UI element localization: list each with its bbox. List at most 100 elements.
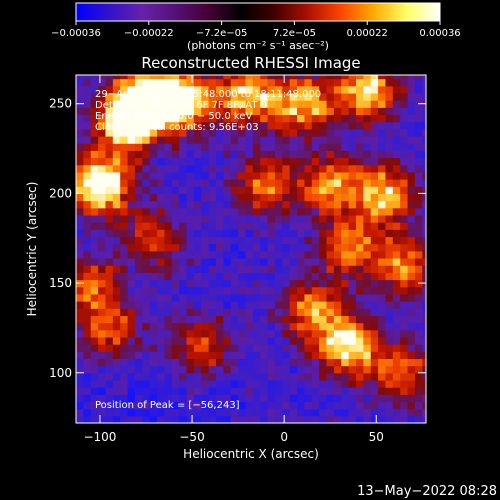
heatmap-cell [179, 179, 188, 187]
heatmap-cell [348, 329, 357, 338]
heatmap-cell [297, 358, 306, 367]
heatmap-cell [252, 236, 261, 245]
heatmap-cell [216, 415, 224, 423]
heatmap-cell [238, 114, 247, 123]
heatmap-cell [105, 179, 114, 187]
heatmap-cell [414, 293, 423, 302]
heatmap-cell [112, 336, 121, 345]
heatmap-cell [216, 200, 224, 209]
heatmap-cell [208, 415, 217, 423]
heatmap-cell [304, 236, 313, 245]
heatmap-cell [142, 100, 151, 108]
heatmap-cell [311, 121, 320, 130]
heatmap-cell [142, 379, 151, 388]
heatmap-cell [120, 265, 129, 273]
heatmap-image [76, 75, 426, 423]
heatmap-cell [407, 336, 416, 345]
heatmap-cell [120, 329, 129, 338]
heatmap-cell [400, 186, 409, 194]
heatmap-cell [90, 229, 99, 238]
heatmap-cell [267, 308, 276, 316]
heatmap-cell [238, 157, 247, 166]
heatmap-cell [363, 365, 372, 374]
heatmap-cell [274, 415, 283, 423]
heatmap-cell [90, 207, 99, 216]
heatmap-cell [238, 207, 247, 216]
heatmap-cell [171, 408, 180, 417]
heatmap-cell [400, 322, 409, 331]
heatmap-cell [216, 322, 224, 331]
heatmap-cell [356, 250, 364, 259]
heatmap-cell [326, 143, 335, 151]
heatmap-cell [216, 358, 224, 367]
heatmap-cell [127, 272, 136, 281]
heatmap-cell [208, 150, 217, 159]
heatmap-cell [297, 171, 306, 180]
heatmap-cell [282, 100, 291, 108]
heatmap-cell [392, 236, 401, 245]
heatmap-cell [370, 243, 379, 252]
heatmap-cell [83, 100, 92, 108]
heatmap-cell [274, 272, 283, 281]
heatmap-cell [363, 243, 372, 252]
heatmap-cell [238, 286, 247, 295]
heatmap-cell [105, 250, 114, 259]
heatmap-cell [422, 150, 426, 159]
heatmap-cell [179, 236, 188, 245]
heatmap-cell [245, 344, 254, 352]
heatmap-cell [149, 286, 158, 295]
heatmap-cell [112, 157, 121, 166]
heatmap-cell [422, 365, 426, 374]
heatmap-cell [245, 92, 254, 101]
heatmap-cell [134, 315, 143, 324]
heatmap-cell [83, 114, 92, 123]
heatmap-cell [142, 179, 151, 187]
heatmap-cell [171, 143, 180, 151]
heatmap-cell [171, 236, 180, 245]
heatmap-cell [252, 322, 261, 331]
heatmap-cell [157, 372, 166, 381]
heatmap-cell [149, 344, 158, 352]
heatmap-cell [112, 92, 121, 101]
heatmap-cell [127, 308, 136, 316]
heatmap-cell [274, 401, 283, 410]
heatmap-cell [385, 272, 394, 281]
heatmap-cell [289, 150, 298, 159]
heatmap-cell [378, 229, 387, 238]
heatmap-cell [333, 128, 342, 137]
heatmap-cell [289, 78, 298, 87]
heatmap-cell [90, 85, 99, 94]
heatmap-cell [90, 75, 99, 80]
heatmap-cell [356, 243, 364, 252]
heatmap-cell [392, 379, 401, 388]
heatmap-cell [142, 358, 151, 367]
heatmap-cell [98, 415, 107, 423]
heatmap-cell [378, 286, 387, 295]
heatmap-cell [341, 207, 350, 216]
heatmap-cell [356, 75, 364, 80]
heatmap-cell [90, 179, 99, 187]
heatmap-cell [127, 315, 136, 324]
heatmap-cell [208, 379, 217, 388]
heatmap-cell [304, 143, 313, 151]
heatmap-cell [267, 286, 276, 295]
heatmap-cell [83, 301, 92, 309]
heatmap-cell [333, 92, 342, 101]
heatmap-cell [414, 179, 423, 187]
heatmap-cell [201, 401, 210, 410]
heatmap-cell [378, 128, 387, 137]
heatmap-cell [311, 193, 320, 202]
heatmap-cell [385, 293, 394, 302]
heatmap-cell [76, 207, 84, 216]
heatmap-cell [142, 236, 151, 245]
heatmap-cell [223, 229, 232, 238]
heatmap-cell [252, 408, 261, 417]
heatmap-cell [127, 365, 136, 374]
heatmap-cell [238, 293, 247, 302]
heatmap-cell [260, 92, 269, 101]
heatmap-cell [378, 207, 387, 216]
heatmap-cell [260, 186, 269, 194]
heatmap-cell [245, 243, 254, 252]
heatmap-cell [348, 272, 357, 281]
heatmap-cell [208, 372, 217, 381]
